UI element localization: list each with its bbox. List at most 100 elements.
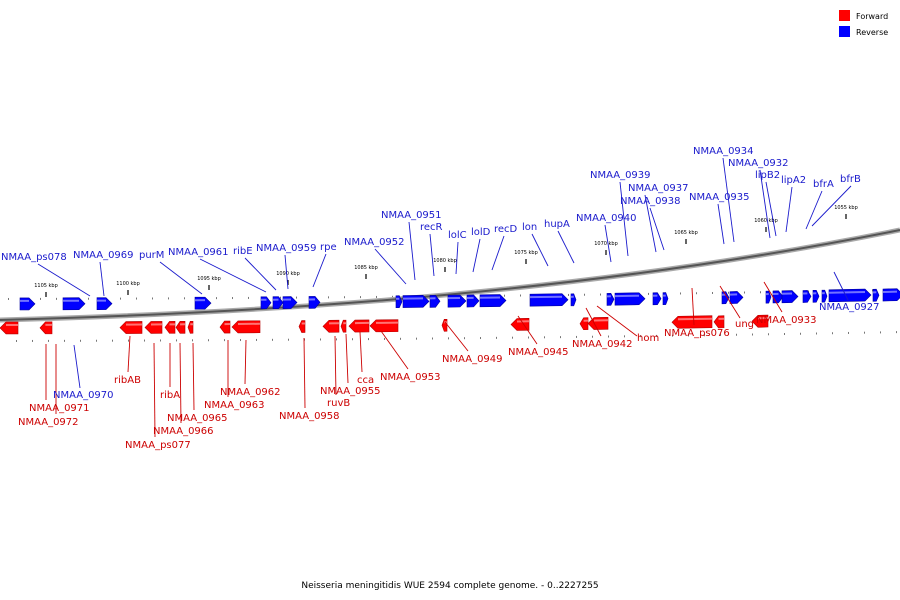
gene-label[interactable]: NMAA_0949 [442,354,503,365]
reverse-gene-arrow[interactable] [272,296,284,310]
gene-label[interactable]: NMAA_0958 [279,411,340,422]
forward-gene-arrow[interactable] [231,320,261,334]
reverse-gene-arrow[interactable] [96,297,113,310]
gene-label[interactable]: recD [494,224,518,235]
gene-label[interactable]: NMAA_0971 [29,403,90,414]
reverse-gene-arrow[interactable] [194,296,212,310]
gene-label[interactable]: hupA [544,219,570,230]
reverse-gene-arrow[interactable] [606,293,615,306]
gene-label[interactable]: NMAA_0937 [628,183,689,194]
forward-gene-arrow[interactable] [369,319,399,333]
reverse-gene-arrow[interactable] [812,289,820,303]
forward-gene-arrow[interactable] [144,321,163,334]
gene-label[interactable]: purM [139,250,164,261]
gene-label[interactable]: NMAA_0942 [572,339,633,350]
gene-label[interactable]: lon [522,222,537,233]
gene-label[interactable]: NMAA_ps077 [125,440,191,451]
forward-gene-arrow[interactable] [671,315,713,329]
reverse-gene-arrow[interactable] [260,296,272,310]
gene-label[interactable]: NMAA_0932 [728,158,789,169]
gene-label[interactable]: NMAA_0935 [689,192,750,203]
gene-label[interactable]: NMAA_0972 [18,417,79,428]
forward-gene-arrow[interactable] [219,320,231,334]
gene-label[interactable]: NMAA_0965 [167,413,228,424]
forward-gene-arrow[interactable] [164,321,176,334]
gene-label[interactable]: rpe [320,242,337,253]
gene-label[interactable]: hom [637,333,659,344]
gene-label[interactable]: cca [357,375,374,386]
forward-gene-arrow[interactable] [441,318,448,332]
reverse-gene-arrow[interactable] [479,294,507,308]
gene-label[interactable]: NMAA_0927 [819,302,880,313]
gene-label[interactable]: ruvB [327,398,350,409]
reverse-gene-arrow[interactable] [882,288,900,302]
gene-label[interactable]: ribE [233,246,253,257]
reverse-gene-arrow[interactable] [62,297,86,311]
reverse-gene-arrow[interactable] [781,290,799,304]
reverse-gene-arrow[interactable] [662,292,669,305]
gene-label[interactable]: bfrB [840,174,861,185]
forward-gene-arrow[interactable] [510,317,530,331]
reverse-gene-arrow[interactable] [802,290,812,303]
gene-label[interactable]: NMAA_ps076 [664,328,730,339]
reverse-gene-arrow[interactable] [872,288,880,302]
gene-label[interactable]: NMAA_0969 [73,250,134,261]
forward-gene-arrow[interactable] [713,315,725,329]
gene-label[interactable]: NMAA_0966 [153,426,214,437]
forward-gene-arrow[interactable] [322,319,340,333]
gene-label[interactable]: NMAA_0951 [381,210,442,221]
forward-gene-arrow[interactable] [751,314,769,328]
reverse-gene-arrow[interactable] [614,292,646,306]
gene-label[interactable]: NMAA_0934 [693,146,754,157]
reverse-gene-arrow[interactable] [19,297,36,311]
reverse-gene-arrow[interactable] [828,288,872,303]
gene-label[interactable]: lolC [448,230,467,241]
reverse-gene-arrow[interactable] [429,295,441,308]
gene-label[interactable]: NMAA_0945 [508,347,569,358]
reverse-gene-arrow[interactable] [765,290,772,304]
gene-label[interactable]: NMAA_0938 [620,196,681,207]
forward-gene-arrow[interactable] [298,320,306,333]
forward-gene-arrow[interactable] [39,321,53,335]
gene-label[interactable]: recR [420,222,443,233]
forward-gene-arrow[interactable] [348,319,370,333]
gene-label[interactable]: NMAA_0963 [204,400,265,411]
reverse-gene-arrow[interactable] [772,290,784,304]
gene-label[interactable]: NMAA_0953 [380,372,441,383]
reverse-gene-arrow[interactable] [447,294,467,308]
reverse-gene-arrow[interactable] [821,289,828,303]
reverse-gene-arrow[interactable] [402,295,430,308]
reverse-gene-arrow[interactable] [466,294,480,308]
reverse-gene-arrow[interactable] [570,293,577,307]
gene-label[interactable]: NMAA_0962 [220,387,281,398]
gene-label[interactable]: NMAA_0961 [168,247,229,258]
gene-label[interactable]: NMAA_0959 [256,243,317,254]
reverse-gene-arrow[interactable] [282,296,298,309]
forward-gene-arrow[interactable] [579,317,589,331]
reverse-gene-arrow[interactable] [395,295,403,309]
reverse-gene-arrow[interactable] [652,292,662,306]
gene-label[interactable]: NMAA_0955 [320,386,381,397]
gene-label[interactable]: NMAA_0970 [53,390,114,401]
gene-label[interactable]: ribAB [114,375,141,386]
gene-label[interactable]: NMAA_0952 [344,237,405,248]
reverse-gene-arrow[interactable] [729,291,744,304]
reverse-gene-arrow[interactable] [529,293,569,307]
forward-gene-arrow[interactable] [119,321,143,334]
gene-label[interactable]: lolD [471,227,491,238]
gene-label[interactable]: NMAA_0939 [590,170,651,181]
gene-label[interactable]: NMAA_0940 [576,213,637,224]
gene-label[interactable]: NMAA_ps078 [1,252,67,263]
reverse-gene-arrow[interactable] [721,291,730,305]
gene-label[interactable]: lipA2 [781,175,806,186]
forward-gene-arrow[interactable] [587,317,609,330]
forward-gene-arrow[interactable] [175,320,186,334]
gene-label[interactable]: ribA [160,390,180,401]
gene-label[interactable]: lipB2 [755,170,780,181]
reverse-gene-arrow[interactable] [308,296,321,309]
gene-label[interactable]: bfrA [813,179,834,190]
gene-label[interactable]: NMAA_0933 [756,315,817,326]
forward-gene-arrow[interactable] [340,319,347,333]
forward-gene-arrow[interactable] [0,321,19,335]
gene-label[interactable]: ung [735,319,754,330]
